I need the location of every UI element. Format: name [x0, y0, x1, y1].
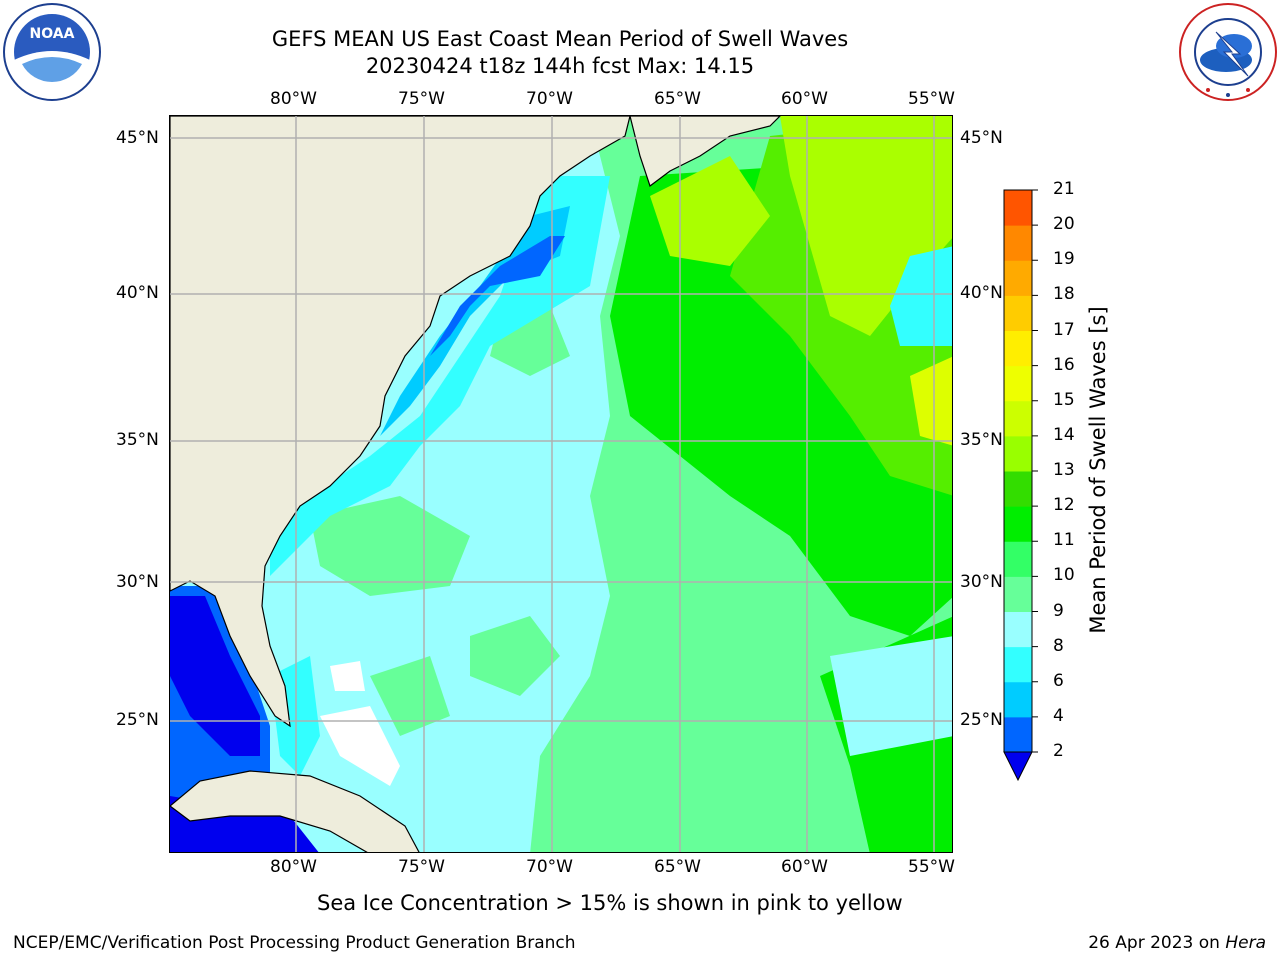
colorbar-tick-label: 4: [1053, 705, 1064, 726]
land-cuba: [170, 770, 420, 852]
lon-tick-top: 60°W: [781, 89, 828, 109]
colorbar-tick-label: 11: [1053, 530, 1075, 551]
colorbar-segment: [1004, 681, 1032, 718]
swell-zone-below-2: [170, 596, 260, 756]
colorbar-tick-label: 20: [1053, 214, 1075, 235]
colorbar-tick-label: 13: [1053, 460, 1075, 480]
lon-tick-bottom: 75°W: [398, 857, 445, 877]
lon-tick-bottom: 70°W: [526, 857, 573, 877]
plot-title: GEFS MEAN US East Coast Mean Period of S…: [271, 27, 849, 51]
lat-tick-right: 45°N: [960, 128, 1003, 148]
plot-subtitle: 20230424 t18z 144h fcst Max: 14.15: [365, 54, 755, 78]
footer-date: 26 Apr 2023 on Hera: [1088, 933, 1266, 953]
swell-zone-2-4: [430, 236, 565, 356]
colorbar-graphic: [1003, 189, 1038, 782]
lon-tick-bottom: 65°W: [654, 857, 701, 877]
colorbar-extend-arrow: [1003, 751, 1033, 782]
lon-tick-bottom: 60°W: [781, 857, 828, 877]
swell-zone-13-14: [910, 356, 952, 446]
colorbar-segment: [1004, 576, 1032, 612]
colorbar-segment: [1004, 471, 1032, 507]
lon-tick-top: 75°W: [398, 89, 445, 109]
lon-tick-top: 80°W: [270, 89, 317, 109]
colorbar-tick-label: 17: [1053, 319, 1075, 340]
swell-patch: [310, 496, 470, 596]
swell-patch: [470, 616, 560, 696]
lat-tick-left: 30°N: [116, 572, 159, 592]
colorbar-segment: [1004, 225, 1032, 261]
colorbar-segment: [1004, 260, 1032, 296]
land-us-east-coast: [170, 116, 631, 728]
colorbar-tick-label: 16: [1053, 354, 1075, 375]
lon-tick-top: 65°W: [654, 89, 701, 109]
colorbar-segment: [1004, 611, 1032, 648]
colorbar-segment: [1004, 365, 1032, 402]
colorbar-segment: [1004, 330, 1032, 367]
colorbar-tick-label: 14: [1053, 424, 1075, 445]
lat-tick-left: 35°N: [116, 430, 159, 450]
lat-tick-left: 45°N: [116, 128, 159, 148]
colorbar-tick-label: 21: [1053, 179, 1075, 199]
colorbar-tick-label: 10: [1053, 565, 1075, 586]
footer-date-text: 26 Apr 2023 on: [1088, 933, 1226, 953]
noaa-logo: NOAA: [2, 2, 102, 102]
footer-credit: NCEP/EMC/Verification Post Processing Pr…: [13, 933, 576, 953]
swell-zone-6-8: [890, 246, 952, 346]
lat-tick-right: 40°N: [960, 283, 1003, 303]
lat-tick-right: 30°N: [960, 572, 1003, 592]
lon-tick-top: 55°W: [908, 89, 955, 109]
nws-logo: [1178, 2, 1278, 102]
lat-tick-left: 40°N: [116, 283, 159, 303]
sea-ice-caption: Sea Ice Concentration > 15% is shown in …: [317, 891, 903, 915]
map-panel: [169, 115, 953, 853]
colorbar-title: Mean Period of Swell Waves [s]: [1086, 306, 1110, 634]
colorbar-tick-label: 19: [1053, 249, 1075, 270]
lat-tick-right: 35°N: [960, 430, 1003, 450]
colorbar-segment: [1004, 506, 1032, 542]
graticule: [170, 116, 952, 852]
lon-tick-bottom: 55°W: [908, 857, 955, 877]
colorbar-tick-label: 12: [1053, 495, 1075, 516]
footer-machine: Hera: [1225, 933, 1266, 953]
land-canada-maritimes: [629, 116, 781, 187]
shallow-bank: [330, 661, 365, 691]
colorbar-segment: [1004, 400, 1032, 437]
colorbar-segment: [1004, 716, 1032, 753]
noaa-logo-text: NOAA: [30, 26, 75, 42]
swell-zone-8-9: [830, 636, 952, 756]
shallow-bank: [320, 706, 400, 786]
colorbar-segment: [1004, 541, 1032, 577]
colorbar-tick-label: 2: [1053, 741, 1064, 761]
colorbar-segment: [1004, 435, 1032, 472]
colorbar-tick-label: 6: [1053, 670, 1064, 691]
colorbar-segment: [1004, 190, 1032, 226]
colorbar-tick-label: 15: [1053, 389, 1075, 410]
colorbar-tick-label: 18: [1053, 284, 1075, 305]
colorbar-tick-label: 8: [1053, 635, 1064, 656]
lon-tick-top: 70°W: [526, 89, 573, 109]
colorbar-segment: [1004, 295, 1032, 331]
lon-tick-bottom: 80°W: [270, 857, 317, 877]
colorbar-tick-label: 9: [1053, 600, 1064, 621]
colorbar-segment: [1004, 646, 1032, 683]
colorbar: [1000, 185, 1040, 785]
swell-period-map: [170, 116, 952, 852]
lat-tick-left: 25°N: [116, 710, 159, 730]
lat-tick-right: 25°N: [960, 710, 1003, 730]
swell-patch: [370, 656, 450, 736]
